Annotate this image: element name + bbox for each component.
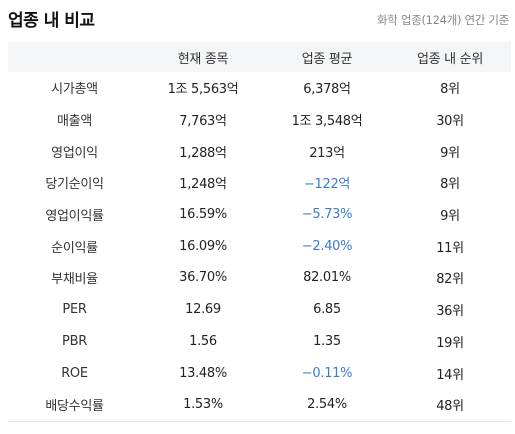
industry-average-value: −5.73% (301, 207, 353, 223)
section-title: 업종 내 비교 (8, 11, 95, 31)
metric-label: 부채비율 (51, 272, 98, 288)
column-header-current: 현재 종목 (177, 51, 229, 67)
industry-average-value: 6,378억 (303, 82, 351, 98)
comparison-basis-note: 화학 업종(124개) 연간 기준 (376, 13, 509, 27)
industry-rank-value: 8위 (440, 82, 460, 98)
current-value: 1.56 (189, 333, 217, 349)
table-row: PBR 1.56 1.35 19위 (8, 326, 511, 358)
table-row: 영업이익률 16.59% −5.73% 9위 (8, 199, 511, 231)
industry-average-value: 1조 3,548억 (291, 114, 363, 130)
industry-rank-value: 48위 (389, 388, 511, 422)
current-value: 1,288억 (179, 145, 227, 161)
industry-average-value: 1.35 (313, 333, 341, 349)
column-header-rank: 업종 내 순위 (417, 51, 483, 67)
industry-rank-value: 19위 (436, 335, 464, 351)
industry-rank-value: 8위 (440, 177, 460, 193)
current-value: 1조 5,563억 (167, 82, 239, 98)
industry-average-value: −122억 (303, 177, 351, 193)
industry-average-value: −2.40% (301, 238, 353, 254)
industry-average-value: −0.11% (301, 365, 353, 381)
metric-label: 순이익률 (51, 240, 98, 256)
metric-label: 영업이익 (51, 145, 98, 161)
table-row: 당기순이익 1,248억 −122억 8위 (8, 167, 511, 199)
section-header: 업종 내 비교 화학 업종(124개) 연간 기준 (0, 0, 515, 38)
metric-label: 시가총액 (51, 82, 98, 98)
current-value: 13.48% (179, 365, 227, 381)
industry-comparison-table: 현재 종목 업종 평균 업종 내 순위 시가총액 1조 5,563억 6,378억 8… (8, 42, 511, 422)
industry-rank-value: 14위 (436, 367, 464, 383)
metric-label: PER (62, 302, 87, 318)
table-row: PER 12.69 6.85 36위 (8, 294, 511, 326)
industry-average-value: 82.01% (303, 270, 351, 286)
metric-label: 매출액 (57, 114, 92, 130)
industry-average-value: 2.54% (265, 388, 389, 422)
current-value: 16.59% (179, 207, 227, 223)
table-body: 시가총액 1조 5,563억 6,378억 8위 매출액 7,763억 1조 3,548억 3… (8, 72, 511, 422)
current-value: 1,248억 (179, 177, 227, 193)
current-value: 12.69 (185, 302, 221, 318)
metric-label: 배당수익률 (8, 388, 141, 422)
industry-rank-value: 9위 (440, 209, 460, 225)
industry-average-value: 6.85 (313, 302, 341, 318)
industry-rank-value: 11위 (436, 240, 464, 256)
current-value: 1.53% (141, 388, 265, 422)
table-row: 시가총액 1조 5,563억 6,378억 8위 (8, 72, 511, 104)
industry-rank-value: 9위 (440, 145, 460, 161)
current-value: 36.70% (179, 270, 227, 286)
table-row: ROE 13.48% −0.11% 14위 (8, 357, 511, 389)
industry-rank-value: 30위 (436, 114, 464, 130)
table-header-row: 현재 종목 업종 평균 업종 내 순위 (8, 42, 511, 72)
industry-average-value: 213억 (309, 145, 345, 161)
metric-label: ROE (61, 365, 88, 381)
table-row: 영업이익 1,288억 213억 9위 (8, 135, 511, 167)
current-value: 7,763억 (179, 114, 227, 130)
table-row: 부채비율 36.70% 82.01% 82위 (8, 262, 511, 294)
metric-label: 영업이익률 (45, 209, 104, 225)
table-header: 현재 종목 업종 평균 업종 내 순위 (8, 42, 511, 72)
industry-rank-value: 82위 (436, 272, 464, 288)
table-row: 매출액 7,763억 1조 3,548억 30위 (8, 104, 511, 136)
table-row: 배당수익률 1.53% 2.54% 48위 (8, 388, 511, 422)
industry-rank-value: 36위 (436, 304, 464, 320)
column-header-average: 업종 평균 (301, 51, 353, 67)
metric-label: 당기순이익 (45, 177, 104, 193)
table-row: 순이익률 16.09% −2.40% 11위 (8, 230, 511, 262)
column-header-metric (8, 42, 141, 72)
metric-label: PBR (62, 333, 87, 349)
current-value: 16.09% (179, 238, 227, 254)
